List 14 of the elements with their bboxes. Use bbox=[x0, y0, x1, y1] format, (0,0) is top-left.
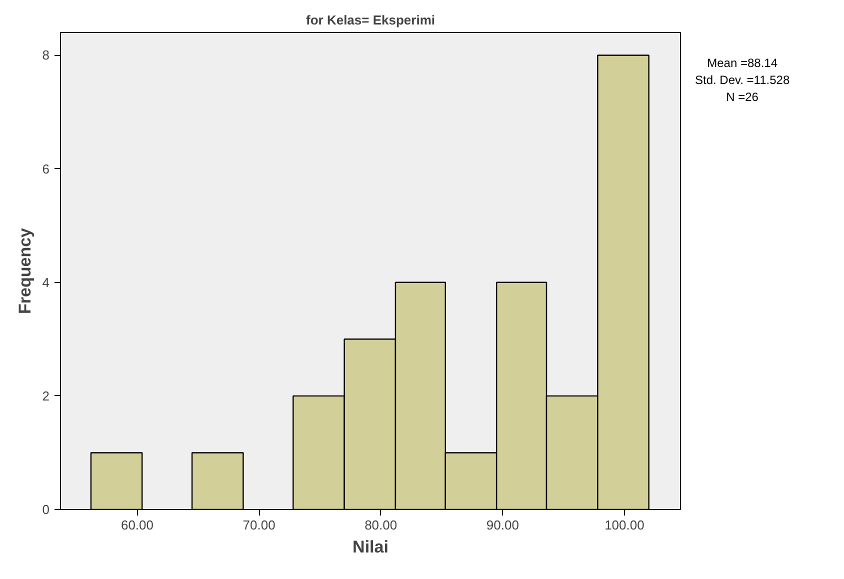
y-axis-title: Frequency bbox=[15, 227, 34, 314]
text: Mean =88.14 Std. Dev. =11.528 N =26 bbox=[695, 55, 790, 106]
y-tick-label: 8 bbox=[42, 48, 50, 63]
x-tick-label: 100.00 bbox=[604, 518, 644, 532]
x-axis-title: Nilai bbox=[352, 538, 388, 556]
x-tick-label: 80.00 bbox=[364, 518, 398, 532]
x-tick-label: 70.00 bbox=[242, 518, 276, 532]
chart-title: for Kelas= Eksperimi bbox=[306, 12, 435, 28]
y-tick-label: 6 bbox=[42, 161, 50, 176]
y-tick-label: 2 bbox=[42, 388, 50, 404]
x-tick-label: 60.00 bbox=[120, 518, 154, 532]
x-tick-label: 90.00 bbox=[486, 518, 519, 532]
y-tick-label: 0 bbox=[42, 502, 50, 517]
y-tick-label: 4 bbox=[42, 274, 50, 290]
